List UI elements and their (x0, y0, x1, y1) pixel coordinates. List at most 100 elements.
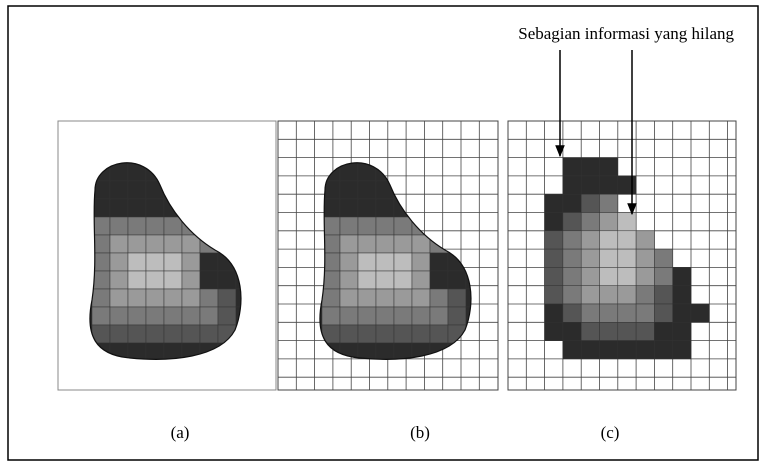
pixel-cell (563, 213, 581, 231)
pixel-cell (581, 231, 599, 249)
blob-cell (128, 253, 146, 271)
pixel-cell (545, 249, 563, 267)
blob-cell (340, 325, 358, 343)
pixel-cell (545, 231, 563, 249)
pixel-cell (563, 249, 581, 267)
blob-cell (358, 307, 376, 325)
blob-cell (358, 235, 376, 253)
annotation: Sebagian informasi yang hilang (518, 24, 734, 43)
blob-cell (182, 325, 200, 343)
blob-cell (164, 217, 182, 235)
pixel-cell (636, 267, 654, 285)
blob-cell (164, 235, 182, 253)
blob-cell (128, 271, 146, 289)
blob-cell (146, 199, 164, 217)
blob-cell (412, 325, 430, 343)
pixel-cell (581, 194, 599, 212)
blob-cell (164, 307, 182, 325)
pixel-cell (581, 213, 599, 231)
pixel-cell (563, 267, 581, 285)
pixel-cell (654, 249, 672, 267)
pixel-cell (673, 286, 691, 304)
blob-cell (448, 271, 466, 289)
blob-cell (376, 253, 394, 271)
blob-cell (146, 307, 164, 325)
pixel-cell (581, 267, 599, 285)
blob-cell (164, 325, 182, 343)
blob-cell (110, 325, 128, 343)
pixel-cell (600, 158, 618, 176)
blob-cell (376, 235, 394, 253)
blob-cell (358, 199, 376, 217)
panel-label: (b) (410, 423, 430, 442)
blob-cell (182, 253, 200, 271)
blob-cell (322, 307, 340, 325)
blob-cell (430, 253, 448, 271)
pixel-cell (545, 322, 563, 340)
pixel-cell (673, 341, 691, 359)
blob-cell (128, 199, 146, 217)
blob-cell (146, 235, 164, 253)
blob-cell (200, 253, 218, 271)
diagram: Sebagian informasi yang hilang (a) (b) (… (0, 0, 766, 467)
blob-cell (322, 289, 340, 307)
blob-cell (128, 217, 146, 235)
pixel-cell (673, 267, 691, 285)
blob-cell (164, 253, 182, 271)
pixel-cell (618, 322, 636, 340)
pixel-cell (563, 341, 581, 359)
blob-cell (412, 253, 430, 271)
pixel-cell (581, 322, 599, 340)
pixel-cell (636, 249, 654, 267)
blob-cell (430, 271, 448, 289)
blob-cell (394, 217, 412, 235)
pixel-cell (581, 304, 599, 322)
pixel-cell (618, 231, 636, 249)
blob-cell (376, 217, 394, 235)
blob-cell (376, 325, 394, 343)
blob-cell (340, 217, 358, 235)
blob-cell (340, 307, 358, 325)
blob-cell (146, 289, 164, 307)
pixel-cell (636, 231, 654, 249)
pixel-cell (545, 194, 563, 212)
blob-cell (394, 235, 412, 253)
pixel-cell (600, 341, 618, 359)
blob-cell (358, 253, 376, 271)
pixel-cell (618, 249, 636, 267)
blob-cell (376, 289, 394, 307)
pixel-cell (581, 158, 599, 176)
blob-cell (146, 343, 164, 361)
pixel-cell (581, 249, 599, 267)
blob-cell (200, 271, 218, 289)
pixel-cell (600, 267, 618, 285)
blob-cell (128, 181, 146, 199)
pixel-cell (673, 322, 691, 340)
pixel-cell (581, 176, 599, 194)
pixel-cell (636, 322, 654, 340)
blob-cell (182, 271, 200, 289)
blob-cell (394, 307, 412, 325)
blob-cell (394, 271, 412, 289)
blob-cell (340, 181, 358, 199)
blob-cell (110, 307, 128, 325)
blob-cell (110, 253, 128, 271)
panel-label: (a) (171, 423, 190, 442)
blob-cell (358, 181, 376, 199)
blob-cell (146, 253, 164, 271)
blob-cell (430, 307, 448, 325)
pixel-cell (618, 267, 636, 285)
blob-cell (394, 325, 412, 343)
pixel-cell (600, 286, 618, 304)
pixel-cell (618, 341, 636, 359)
blob-cell (218, 289, 236, 307)
pixel-cell (673, 304, 691, 322)
blob-cell (376, 307, 394, 325)
pixel-cell (581, 341, 599, 359)
blob-cell (358, 325, 376, 343)
pixel-cell (654, 322, 672, 340)
blob-cell (448, 307, 466, 325)
blob-cell (448, 289, 466, 307)
blob-cell (200, 325, 218, 343)
blob-cell (110, 271, 128, 289)
